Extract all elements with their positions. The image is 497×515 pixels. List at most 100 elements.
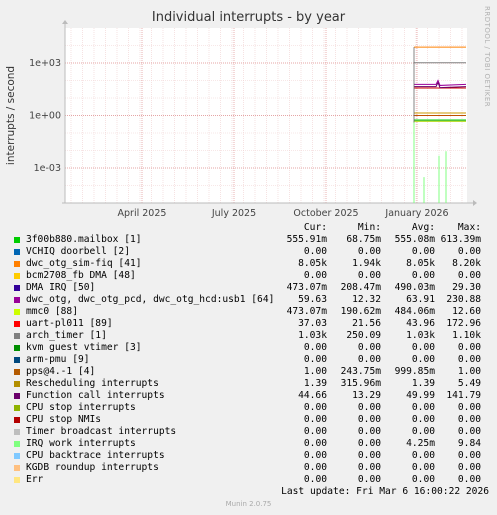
legend-max-value: 0.00	[457, 414, 481, 425]
legend: Cur: Min: Avg: Max: 3f00b880.mailbox [1]…	[14, 222, 489, 486]
legend-row: Err 0.00 0.00 0.00 0.00	[14, 474, 489, 486]
legend-max-value: 613.39m	[440, 234, 481, 245]
y-tick-label: 1e+00	[29, 111, 61, 122]
legend-swatch	[14, 441, 20, 447]
legend-swatch	[14, 333, 20, 339]
legend-cur-value: 37.03	[298, 318, 327, 329]
legend-min-value: 0.00	[357, 402, 381, 413]
legend-swatch	[14, 381, 20, 387]
legend-row: Timer broadcast interrupts 0.00 0.00 0.00 0.…	[14, 426, 489, 438]
legend-series-name: Rescheduling interrupts	[26, 378, 159, 389]
legend-avg-value: 0.00	[411, 342, 435, 353]
x-tick-label: April 2025	[118, 208, 167, 219]
legend-series-name: CPU stop interrupts	[26, 402, 136, 413]
legend-row: KGDB roundup interrupts 0.00 0.00 0.00 0.00	[14, 462, 489, 474]
legend-swatch	[14, 237, 20, 243]
legend-min-value: 13.29	[352, 390, 381, 401]
legend-min-value: 243.75m	[340, 366, 381, 377]
legend-min-value: 0.00	[357, 354, 381, 365]
legend-row: CPU stop NMIs 0.00 0.00 0.00 0.00	[14, 414, 489, 426]
legend-series-name: Function call interrupts	[26, 390, 165, 401]
legend-cur-value: 473.07m	[286, 306, 327, 317]
legend-avg-value: 0.00	[411, 426, 435, 437]
legend-swatch	[14, 261, 20, 267]
legend-cur-value: 59.63	[298, 294, 327, 305]
legend-cur-value: 0.00	[303, 270, 327, 281]
legend-cur-value: 44.66	[298, 390, 327, 401]
legend-swatch	[14, 429, 20, 435]
legend-min-value: 1.94k	[352, 258, 381, 269]
legend-avg-value: 0.00	[411, 270, 435, 281]
legend-cur-value: 0.00	[303, 354, 327, 365]
legend-min-value: 0.00	[357, 270, 381, 281]
legend-min-value: 190.62m	[340, 306, 381, 317]
series-line	[413, 120, 447, 203]
legend-cur-value: 0.00	[303, 414, 327, 425]
legend-avg-value: 43.96	[406, 318, 435, 329]
legend-max-value: 0.00	[457, 402, 481, 413]
legend-avg-value: 0.00	[411, 402, 435, 413]
legend-series-name: Timer broadcast interrupts	[26, 426, 177, 437]
legend-cur-value: 0.00	[303, 402, 327, 413]
y-axis-arrow	[62, 20, 68, 24]
legend-swatch	[14, 249, 20, 255]
legend-avg-value: 490.03m	[394, 282, 435, 293]
legend-min-value: 0.00	[357, 462, 381, 473]
legend-cur-value: 8.05k	[298, 258, 327, 269]
legend-row: Function call interrupts 44.66 13.29 49.99 1…	[14, 390, 489, 402]
legend-header-min: Min:	[357, 222, 381, 233]
legend-max-value: 230.88	[446, 294, 481, 305]
legend-series-name: CPU backtrace interrupts	[26, 450, 165, 461]
rrdtool-credit: RRDTOOL / TOBI OETIKER	[483, 6, 491, 108]
legend-series-name: DMA IRQ [50]	[26, 282, 96, 293]
legend-swatch	[14, 477, 20, 483]
legend-avg-value: 63.91	[406, 294, 435, 305]
legend-min-value: 0.00	[357, 474, 381, 485]
legend-max-value: 0.00	[457, 450, 481, 461]
legend-series-name: bcm2708_fb DMA [48]	[26, 270, 136, 281]
legend-min-value: 0.00	[357, 450, 381, 461]
legend-max-value: 12.60	[452, 306, 481, 317]
legend-series-name: VCHIQ doorbell [2]	[26, 246, 130, 257]
legend-avg-value: 8.05k	[406, 258, 435, 269]
legend-row: DMA IRQ [50] 473.07m 208.47m 490.03m 29.30	[14, 282, 489, 294]
y-tick-label: 1e+03	[29, 58, 61, 69]
legend-max-value: 29.30	[452, 282, 481, 293]
legend-avg-value: 0.00	[411, 246, 435, 257]
legend-series-name: IRQ work interrupts	[26, 438, 136, 449]
legend-row: IRQ work interrupts 0.00 0.00 4.25m 9.84	[14, 438, 489, 450]
legend-cur-value: 0.00	[303, 450, 327, 461]
legend-swatch	[14, 405, 20, 411]
legend-min-value: 0.00	[357, 414, 381, 425]
legend-cur-value: 0.00	[303, 474, 327, 485]
legend-min-value: 0.00	[357, 246, 381, 257]
legend-max-value: 8.20k	[452, 258, 481, 269]
legend-series-name: Err	[26, 474, 44, 485]
legend-max-value: 1.00	[457, 366, 481, 377]
legend-min-value: 21.56	[352, 318, 381, 329]
y-tick-label: 1e-03	[34, 163, 61, 174]
legend-cur-value: 0.00	[303, 246, 327, 257]
legend-min-value: 315.96m	[340, 378, 381, 389]
legend-cur-value: 0.00	[303, 438, 327, 449]
legend-row: 3f00b880.mailbox [1] 555.91m 68.75m 555.08m…	[14, 234, 489, 246]
legend-row: CPU backtrace interrupts 0.00 0.00 0.00 0.00	[14, 450, 489, 462]
legend-series-name: mmc0 [88]	[26, 306, 78, 317]
legend-avg-value: 484.06m	[394, 306, 435, 317]
x-axis-arrow	[473, 200, 477, 206]
legend-header-cur: Cur:	[303, 222, 327, 233]
legend-series-name: KGDB roundup interrupts	[26, 462, 159, 473]
legend-cur-value: 0.00	[303, 462, 327, 473]
legend-row: Rescheduling interrupts 1.39 315.96m 1.39 5.…	[14, 378, 489, 390]
legend-row: bcm2708_fb DMA [48] 0.00 0.00 0.00 0.00	[14, 270, 489, 282]
legend-min-value: 12.32	[352, 294, 381, 305]
legend-swatch	[14, 285, 20, 291]
legend-swatch	[14, 309, 20, 315]
legend-row: pps@4.-1 [4] 1.00 243.75m 999.85m 1.00	[14, 366, 489, 378]
legend-avg-value: 49.99	[406, 390, 435, 401]
legend-avg-value: 0.00	[411, 354, 435, 365]
legend-avg-value: 0.00	[411, 462, 435, 473]
legend-min-value: 208.47m	[340, 282, 381, 293]
legend-avg-value: 0.00	[411, 450, 435, 461]
chart-title: Individual interrupts - by year	[151, 10, 346, 25]
